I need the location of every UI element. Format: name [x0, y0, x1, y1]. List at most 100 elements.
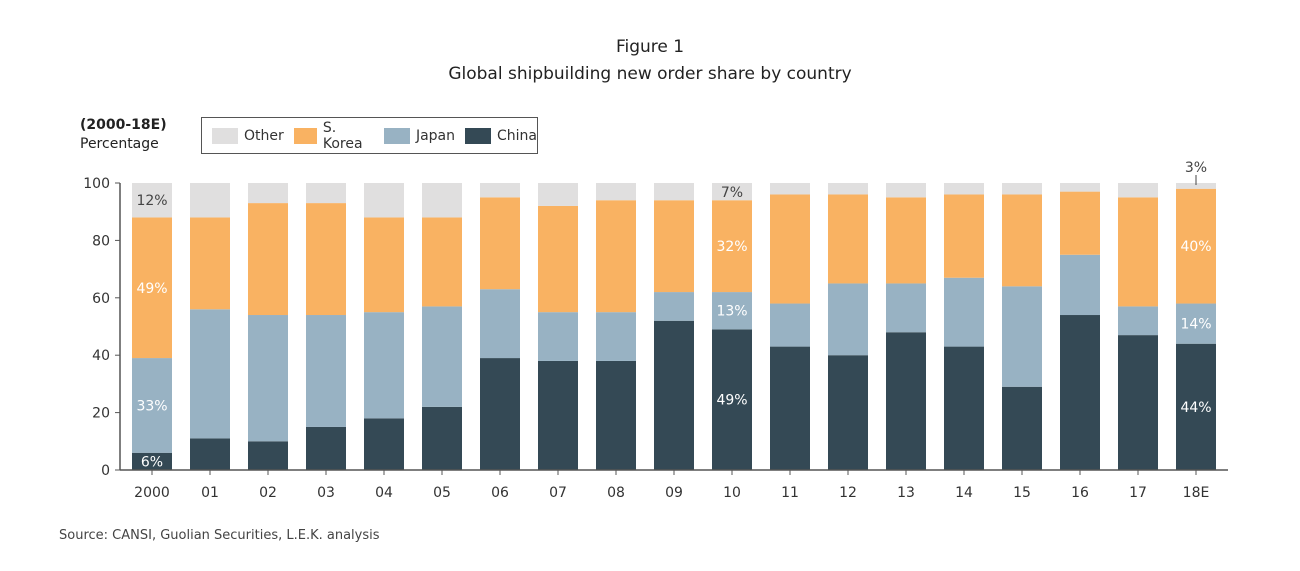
x-tick-label: 17 [1129, 485, 1147, 501]
x-tick-label: 01 [201, 485, 219, 501]
bar-segment-china [1060, 315, 1100, 470]
bar-segment-japan [248, 315, 288, 442]
bar-segment-other [538, 183, 578, 206]
bar-segment-other [1060, 183, 1100, 192]
bar-segment-japan [886, 283, 926, 333]
bar-segment-japan [712, 292, 752, 330]
bar-segment-japan [1118, 306, 1158, 336]
chart-subtitle: Global shipbuilding new order share by c… [448, 64, 852, 84]
bar-segment-china [190, 438, 230, 470]
bar-segment-china [828, 355, 868, 470]
x-tick-label: 05 [433, 485, 451, 501]
bar-segment-japan [480, 289, 520, 359]
bar-segment-china [770, 346, 810, 470]
x-tick-label: 02 [259, 485, 277, 501]
legend-swatch [212, 127, 238, 144]
data-label: 49% [716, 393, 747, 409]
bar-segment-other [1176, 183, 1216, 189]
data-label: 44% [1180, 400, 1211, 416]
bar-segment-china [248, 441, 288, 470]
x-tick-label: 16 [1071, 485, 1089, 501]
x-tick-label: 11 [781, 485, 799, 501]
bar-segment-japan [190, 309, 230, 439]
bar-segment-skorea [306, 203, 346, 316]
data-label: 13% [716, 304, 747, 320]
chart-title: Figure 1 [615, 37, 685, 57]
bar-segment-japan [538, 312, 578, 361]
bar-segment-japan [770, 303, 810, 347]
bar-segment-skorea [770, 194, 810, 304]
source-note: Source: CANSI, Guolian Securities, L.E.K… [59, 528, 380, 543]
y-axis-label-unit: Percentage [80, 136, 159, 152]
bar-segment-china [306, 426, 346, 470]
bar-segment-china [1118, 335, 1158, 470]
data-label: 40% [1180, 239, 1211, 255]
bar-segment-other [422, 183, 462, 218]
bar-segment-other [1118, 183, 1158, 198]
bar-segment-other [654, 183, 694, 201]
bar-segment-japan [596, 312, 636, 361]
bar-segment-china [712, 329, 752, 470]
data-label: 7% [721, 185, 743, 201]
data-label: 32% [716, 239, 747, 255]
y-tick-label: 0 [101, 463, 110, 479]
data-label: 49% [136, 281, 167, 297]
legend-swatch [383, 127, 410, 144]
bar-segment-china [596, 360, 636, 470]
bar-segment-skorea [190, 217, 230, 310]
x-tick-label: 06 [491, 485, 509, 501]
x-tick-label: 08 [607, 485, 625, 501]
data-label: 33% [136, 398, 167, 414]
bar-segment-china [944, 346, 984, 470]
y-tick-label: 20 [92, 406, 110, 422]
bar-segment-other [712, 183, 752, 201]
bar-segment-china [538, 360, 578, 470]
bar-segment-skorea [538, 205, 578, 313]
legend-label: S. Korea [322, 119, 363, 152]
bar-segment-other [770, 183, 810, 195]
legend-label: China [497, 127, 537, 144]
legend-swatch [293, 127, 317, 144]
data-label: 3% [1185, 160, 1207, 176]
x-tick-label: 14 [955, 485, 973, 501]
bar-segment-japan [1002, 286, 1042, 387]
x-tick-label: 12 [839, 485, 857, 501]
bar-segment-skorea [944, 194, 984, 278]
bar-segment-other [248, 183, 288, 204]
bar-segment-skorea [480, 197, 520, 290]
y-axis-label-range: (2000-18E) [80, 117, 167, 133]
bar-segment-other [828, 183, 868, 195]
y-tick-label: 40 [92, 348, 110, 364]
bar-segment-other [944, 183, 984, 195]
legend-item-korea: S. Korea [293, 119, 374, 152]
x-tick-label: 03 [317, 485, 335, 501]
bar-segment-japan [1176, 303, 1216, 344]
x-tick-label: 13 [897, 485, 915, 501]
bar-segment-other [190, 183, 230, 218]
x-tick-label: 07 [549, 485, 567, 501]
bar-segment-japan [132, 358, 172, 453]
bar-segment-china [1002, 386, 1042, 470]
bar-segment-other [306, 183, 346, 204]
bar-segment-japan [306, 315, 346, 427]
bar-segment-other [596, 183, 636, 201]
bar-segment-other [1002, 183, 1042, 195]
legend-item-other: Other [212, 127, 284, 144]
y-tick-label: 60 [92, 291, 110, 307]
bar-segment-skorea [1060, 191, 1100, 255]
bar-segment-skorea [1118, 197, 1158, 307]
bar-segment-china [886, 332, 926, 470]
bar-segment-skorea [364, 217, 404, 313]
bar-segment-skorea [248, 203, 288, 316]
bar-segment-japan [364, 312, 404, 419]
legend-item-china: China [465, 127, 537, 144]
bar-segment-skorea [886, 197, 926, 284]
bar-segment-skorea [1002, 194, 1042, 287]
bar-segment-other [364, 183, 404, 218]
data-label: 14% [1180, 317, 1211, 333]
bar-segment-skorea [828, 194, 868, 284]
bar-segment-skorea [712, 200, 752, 293]
legend-item-japan: Japan [383, 127, 455, 144]
